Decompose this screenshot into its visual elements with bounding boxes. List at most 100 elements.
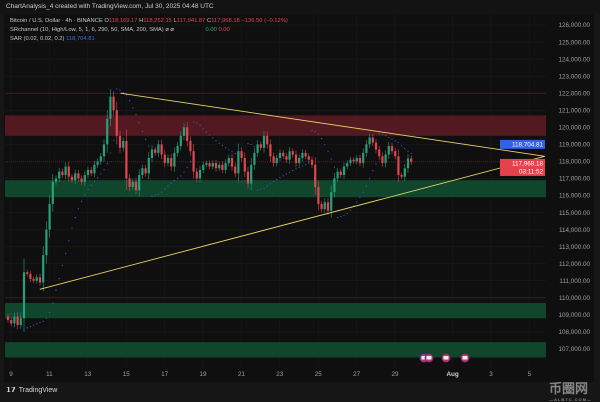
sar-dot (97, 177, 99, 179)
candle-body (304, 152, 307, 157)
y-tick-label: 120,000.00 (558, 125, 590, 132)
sar-dot (349, 209, 351, 211)
candle-body (371, 137, 374, 143)
candle-body (253, 152, 256, 165)
candle-body (86, 169, 90, 176)
sar-dot (100, 173, 102, 175)
sar-dot (65, 252, 67, 255)
sar-dot (343, 215, 345, 217)
candle-body (83, 175, 86, 182)
sar-dot (375, 163, 377, 165)
candle-body (80, 178, 83, 182)
sar-dot (225, 147, 227, 149)
sar-dots (10, 88, 412, 330)
sar-dot (129, 100, 131, 102)
candle-body (35, 277, 38, 281)
candle-body (163, 154, 166, 164)
sar-dot (212, 137, 214, 139)
sar-dot (90, 184, 92, 186)
sar-dot (250, 143, 252, 146)
sar-dot (164, 188, 166, 190)
y-tick-label: 114,000.00 (559, 227, 591, 234)
y-tick-label: 125,000.00 (558, 39, 590, 46)
sar-dot (77, 208, 79, 210)
y-tick-label: 118,000.00 (559, 159, 591, 166)
sar-dot (138, 122, 140, 124)
sar-dot (330, 158, 332, 160)
candle-body (230, 157, 234, 167)
support-zone (5, 180, 546, 198)
candle-body (307, 156, 310, 160)
sar-dot (68, 240, 70, 242)
sar-dot (202, 128, 204, 130)
sar-dot (173, 180, 175, 182)
sar-dot (244, 180, 246, 182)
sar-dot (381, 133, 383, 135)
legend-srchannel[interactable]: SRchannel (10, High/Low, 5, 1, 6, 290, 5… (10, 26, 288, 35)
sar-dot (295, 168, 297, 170)
chart-panel[interactable] (4, 14, 594, 382)
sar-dot (33, 324, 35, 326)
sar-dot (234, 153, 236, 155)
candle-body (346, 163, 349, 167)
brand-label: TradingView (18, 386, 58, 394)
watermark-sub: —ALBTC.COM— (549, 397, 592, 402)
sar-dot (113, 139, 115, 141)
candle-body (256, 144, 259, 153)
candle-body (186, 127, 189, 141)
candle-body (22, 272, 26, 319)
candle-body (90, 169, 93, 174)
candle-body (96, 161, 99, 165)
candle-body (314, 164, 317, 187)
candle-body (141, 168, 144, 176)
sar-dot (324, 143, 326, 146)
sar-price-badge (500, 139, 545, 149)
candle-body (154, 149, 157, 153)
sar-dot (93, 180, 95, 183)
candle-body (365, 144, 368, 153)
x-tick-label: 5 (528, 371, 532, 378)
low-label: L (173, 18, 177, 24)
symbol-label[interactable]: Bitcoin / U.S. Dollar · 4h · BINANCE (10, 18, 103, 24)
sar-dot (177, 177, 179, 179)
sar-dot (365, 185, 367, 187)
sar-value: 118,704.81 (66, 36, 95, 42)
sar-dot (20, 312, 22, 314)
sar-dot (109, 152, 111, 154)
candle-body (118, 135, 122, 148)
sar-dot (84, 194, 86, 196)
candle-body (410, 158, 413, 162)
y-tick-label: 121,000.00 (558, 107, 590, 114)
sar-dot (106, 163, 108, 165)
candle-body (144, 168, 147, 174)
candle-body (400, 175, 403, 177)
candle-body (243, 157, 246, 172)
candle-body (61, 171, 64, 176)
candle-body (64, 166, 67, 176)
sar-dot (260, 188, 262, 190)
candle-body (272, 156, 275, 164)
candle-body (211, 163, 214, 167)
legend-sar[interactable]: SAR (0.02, 0.02, 0.2) 118,704.81 (10, 35, 288, 44)
sar-dot (327, 150, 329, 152)
candle-body (378, 149, 381, 157)
x-tick-label: 29 (391, 371, 399, 378)
candle-body (323, 202, 326, 210)
sar-dot (10, 313, 12, 315)
candle-body (326, 202, 330, 211)
candle-body (330, 192, 333, 211)
srchannel-label: SRchannel (10, High/Low, 5, 1, 6, 290, 5… (10, 27, 174, 33)
resistance-zone (5, 115, 546, 136)
sar-dot (183, 171, 185, 173)
sar-dot (167, 185, 169, 187)
sar-dot (58, 277, 60, 280)
y-tick-label: 111,000.00 (559, 278, 590, 285)
candle-body (102, 144, 106, 157)
sar-dot (308, 162, 310, 164)
candle-body (93, 164, 96, 174)
candle-body (355, 157, 358, 162)
candle-body (112, 96, 115, 111)
sar-dot (394, 140, 396, 142)
candle-body (189, 140, 192, 152)
